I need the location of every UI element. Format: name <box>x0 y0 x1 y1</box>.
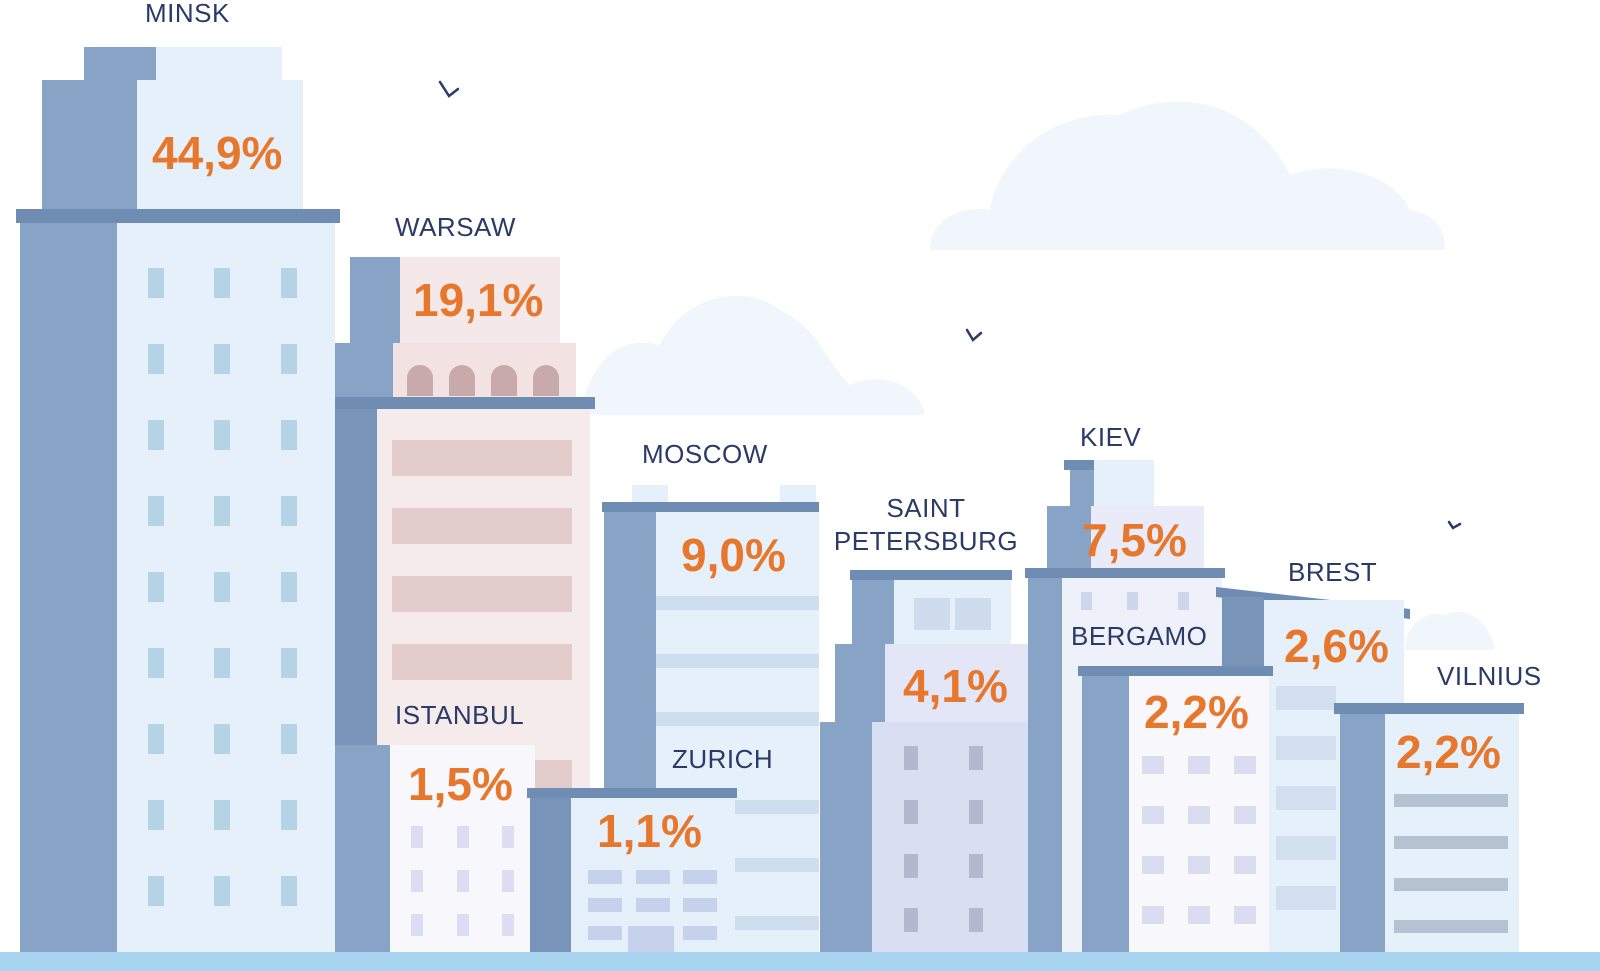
percent-value-bergamo: 2,2% <box>1144 686 1249 738</box>
cloud-middle <box>580 295 925 415</box>
city-label-warsaw: WARSAW <box>395 212 516 242</box>
cloud-small <box>1405 611 1495 650</box>
city-label-saint-petersburg-line1: SAINT <box>886 493 965 523</box>
bird-icon <box>1447 520 1462 530</box>
percent-value-moscow: 9,0% <box>681 529 786 581</box>
percent-value-istanbul: 1,5% <box>408 758 513 810</box>
ground-strip <box>0 952 1600 971</box>
bird-icon <box>965 328 983 342</box>
building-bergamo <box>1078 666 1273 954</box>
building-warsaw <box>335 257 595 954</box>
percent-value-brest: 2,6% <box>1284 620 1389 672</box>
city-label-bergamo: BERGAMO <box>1071 621 1207 651</box>
percent-value-saint-petersburg: 4,1% <box>903 660 1008 712</box>
percent-value-vilnius: 2,2% <box>1396 726 1501 778</box>
percent-value-warsaw: 19,1% <box>413 274 543 326</box>
building-vilnius <box>1334 703 1524 954</box>
clouds <box>580 101 1495 650</box>
city-labels: MINSK 44,9% WARSAW 19,1% MOSCOW 9,0% KIE… <box>145 0 1542 857</box>
city-label-kiev: KIEV <box>1080 422 1141 452</box>
city-label-istanbul: ISTANBUL <box>395 700 524 730</box>
percent-value-zurich: 1,1% <box>597 805 702 857</box>
city-label-moscow: MOSCOW <box>642 439 768 469</box>
bird-icon <box>438 80 460 98</box>
building-istanbul <box>335 745 535 954</box>
city-label-saint-petersburg-line2: PETERSBURG <box>834 526 1018 556</box>
birds <box>438 80 1462 530</box>
percent-value-kiev: 7,5% <box>1082 514 1187 566</box>
city-label-zurich: ZURICH <box>672 744 773 774</box>
building-minsk <box>16 47 340 954</box>
building-zurich <box>527 788 737 954</box>
percent-value-minsk: 44,9% <box>152 127 282 179</box>
city-label-brest: BREST <box>1288 557 1377 587</box>
city-label-vilnius: VILNIUS <box>1437 661 1542 691</box>
city-label-minsk: MINSK <box>145 0 230 28</box>
cloud-large <box>930 101 1445 251</box>
